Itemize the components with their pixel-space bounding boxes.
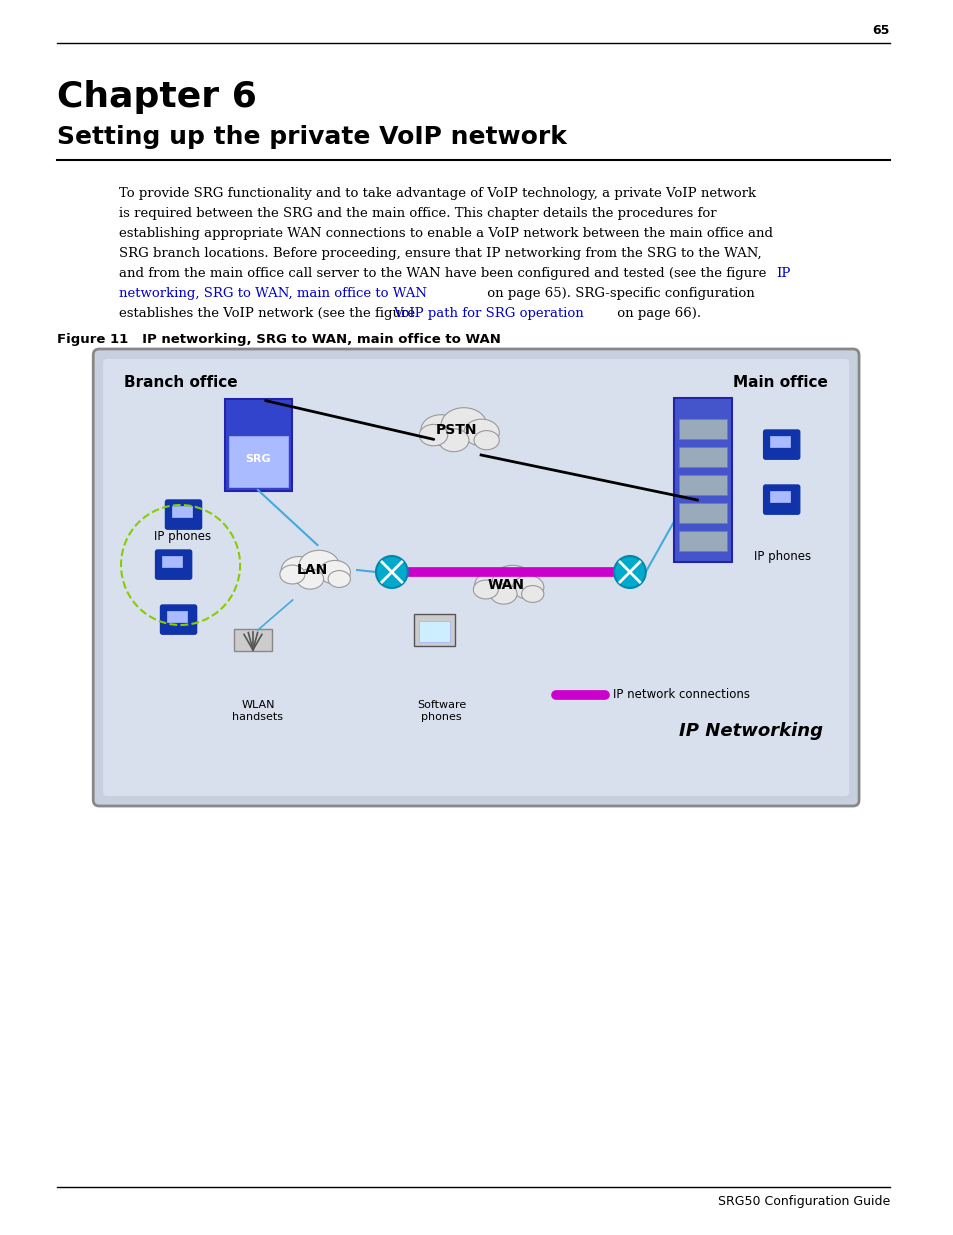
Text: Chapter 6: Chapter 6 [56,80,256,114]
Text: Setting up the private VoIP network: Setting up the private VoIP network [56,125,566,149]
Circle shape [614,556,645,588]
Text: Branch office: Branch office [124,375,237,390]
Ellipse shape [475,572,510,599]
Text: IP phones: IP phones [153,530,211,543]
FancyBboxPatch shape [155,550,192,579]
Ellipse shape [490,584,517,604]
Ellipse shape [512,576,543,599]
Ellipse shape [420,415,461,446]
FancyBboxPatch shape [165,500,201,530]
Text: establishing appropriate WAN connections to enable a VoIP network between the ma: establishing appropriate WAN connections… [119,227,772,240]
Ellipse shape [299,551,339,580]
FancyBboxPatch shape [678,531,726,551]
Ellipse shape [474,431,498,450]
FancyBboxPatch shape [678,419,726,438]
Ellipse shape [521,585,543,603]
Text: 65: 65 [871,23,889,37]
Text: on page 66).: on page 66). [613,308,700,320]
Text: Main office: Main office [733,375,827,390]
Text: Figure 11   IP networking, SRG to WAN, main office to WAN: Figure 11 IP networking, SRG to WAN, mai… [56,333,500,346]
FancyBboxPatch shape [233,629,272,651]
FancyBboxPatch shape [673,398,731,562]
Ellipse shape [279,566,305,584]
Text: WLAN
handsets: WLAN handsets [233,700,283,721]
Text: establishes the VoIP network (see the figure: establishes the VoIP network (see the fi… [119,308,419,320]
FancyBboxPatch shape [769,490,789,501]
Text: networking, SRG to WAN, main office to WAN: networking, SRG to WAN, main office to W… [119,287,427,300]
Text: To provide SRG functionality and to take advantage of VoIP technology, a private: To provide SRG functionality and to take… [119,186,756,200]
Text: VoIP path for SRG operation: VoIP path for SRG operation [393,308,583,320]
Ellipse shape [319,561,350,584]
Ellipse shape [419,425,447,446]
Ellipse shape [438,429,469,452]
FancyBboxPatch shape [167,610,187,621]
FancyBboxPatch shape [769,436,789,447]
Text: is required between the SRG and the main office. This chapter details the proced: is required between the SRG and the main… [119,207,716,220]
Ellipse shape [281,557,316,583]
FancyBboxPatch shape [418,620,450,641]
Ellipse shape [328,571,350,588]
Text: SRG50 Configuration Guide: SRG50 Configuration Guide [717,1195,889,1208]
FancyBboxPatch shape [678,475,726,495]
Text: WAN: WAN [487,578,524,592]
FancyBboxPatch shape [762,485,799,514]
Text: IP Networking: IP Networking [679,722,822,740]
FancyBboxPatch shape [229,436,288,487]
Text: PSTN: PSTN [436,424,476,437]
Text: on page 65). SRG-specific configuration: on page 65). SRG-specific configuration [482,287,754,300]
FancyBboxPatch shape [225,399,292,492]
FancyBboxPatch shape [103,359,848,797]
Text: Software
phones: Software phones [416,700,466,721]
Text: IP: IP [776,267,790,280]
Ellipse shape [473,580,497,599]
FancyBboxPatch shape [678,447,726,467]
FancyBboxPatch shape [762,430,799,459]
FancyBboxPatch shape [162,556,181,567]
Ellipse shape [492,566,532,595]
Ellipse shape [440,408,486,442]
FancyBboxPatch shape [678,503,726,522]
Circle shape [375,556,407,588]
Text: and from the main office call server to the WAN have been configured and tested : and from the main office call server to … [119,267,770,280]
Text: SRG: SRG [245,453,271,463]
Text: LAN: LAN [296,563,328,577]
Ellipse shape [463,419,498,446]
FancyBboxPatch shape [160,605,196,635]
FancyBboxPatch shape [414,614,455,646]
Text: IP phones: IP phones [753,550,810,563]
FancyBboxPatch shape [172,505,192,516]
Text: SRG branch locations. Before proceeding, ensure that IP networking from the SRG : SRG branch locations. Before proceeding,… [119,247,760,261]
Text: IP network connections: IP network connections [613,688,749,701]
Ellipse shape [296,569,323,589]
FancyBboxPatch shape [93,350,858,806]
